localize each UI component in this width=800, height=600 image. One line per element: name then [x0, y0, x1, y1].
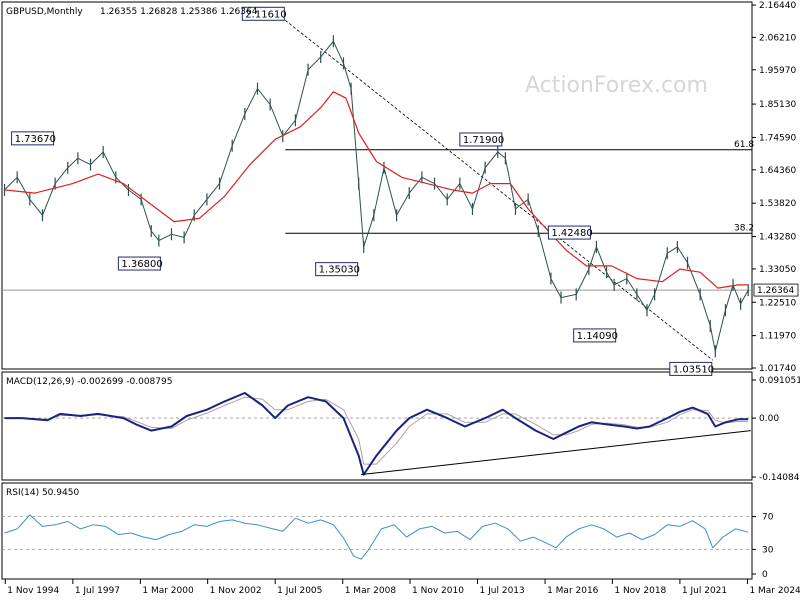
- macd-line: [4, 392, 749, 476]
- macd-y-tick-label: 0.091051: [759, 376, 800, 386]
- price-label-box: [11, 131, 55, 146]
- price-label: 1.03510: [673, 364, 714, 375]
- price-label: 1.35030: [319, 265, 360, 276]
- price-y-tick-label: 2.16440: [759, 1, 796, 11]
- price-label-box: [669, 361, 713, 376]
- macd-y-tick-label: -0.140843: [759, 473, 800, 483]
- price-y-tick-label: 1.95970: [759, 66, 796, 76]
- x-axis: 1 Nov 1994 1 Jul 1997 1 Mar 2000 1 Nov 2002…: [4, 579, 800, 596]
- x-tick-label: 1 Mar 2024: [749, 586, 800, 596]
- x-tick-label: 1 Nov 2018: [614, 586, 666, 596]
- price-label-box: [459, 132, 503, 147]
- price-panel-frame: [1, 1, 753, 370]
- rsi-y-tick-label: 0: [762, 570, 768, 580]
- macd-y-tick-label: 0.00: [759, 414, 779, 424]
- x-tick-label: 1 Jul 2005: [277, 586, 322, 596]
- x-tick-label: 1 Mar 2000: [142, 586, 194, 596]
- current-price-label: 1.26364: [757, 286, 794, 296]
- price-label: 1.42480: [551, 228, 592, 239]
- macd-panel: 0.091051 0.00 -0.140843: [2, 376, 800, 483]
- rsi-line: [4, 514, 749, 560]
- x-tick-label: 1 Nov 1994: [7, 586, 59, 596]
- fib-level-label: 38.2: [734, 223, 754, 233]
- x-tick-label: 1 Nov 2010: [412, 586, 464, 596]
- x-tick-label: 1 Jul 2021: [682, 586, 727, 596]
- price-y-tick-label: 1.43280: [759, 233, 796, 243]
- price-y-tick-label: 1.33050: [759, 265, 796, 275]
- x-tick-label: 1 Jul 2013: [480, 586, 525, 596]
- moving-average-line: [4, 91, 749, 289]
- rsi-panel-frame: [1, 482, 753, 580]
- price-y-tick-label: 1.53820: [759, 199, 796, 209]
- x-tick-label: 1 Mar 2016: [547, 586, 599, 596]
- price-label: 1.71900: [463, 135, 504, 146]
- macd-panel-frame: [1, 371, 753, 481]
- price-y-tick-label: 1.22510: [759, 298, 796, 308]
- price-label: 2.11610: [245, 9, 286, 20]
- current-price-box: [753, 283, 799, 297]
- rsi-y-tick-label: 70: [762, 513, 774, 523]
- price-label: 1.73670: [15, 134, 56, 145]
- price-y-tick-label: 1.64360: [759, 166, 796, 176]
- price-label: 1.14090: [577, 331, 618, 342]
- price-y-tick-label: 1.01740: [759, 364, 796, 374]
- watermark: ActionForex.com: [525, 73, 708, 98]
- price-label-box: [241, 6, 285, 21]
- rsi-title: RSI(14) 50.9450: [6, 488, 79, 498]
- price-y-tick-label: 2.06210: [759, 33, 796, 43]
- x-tick-label: 1 Jul 1997: [75, 586, 120, 596]
- price-trendline: [285, 20, 714, 361]
- macd-title: MACD(12,26,9) -0.002699 -0.008795: [6, 377, 172, 387]
- x-tick-label: 1 Mar 2008: [345, 586, 397, 596]
- rsi-y-tick-label: 30: [762, 545, 774, 555]
- price-series-line: [4, 40, 749, 352]
- price-panel: 2.16440 2.06210 1.95970 1.85130 1.74590 1.643…: [2, 1, 799, 376]
- chart-ohlc: 1.26355 1.26828 1.25386 1.26364: [100, 7, 258, 17]
- rsi-panel: 70 30 0: [2, 513, 774, 580]
- price-y-tick-label: 1.74590: [759, 133, 796, 143]
- price-label-box: [315, 262, 359, 277]
- price-y-tick-label: 1.11970: [759, 332, 796, 342]
- macd-signal-line: [4, 396, 749, 465]
- fib-level-label: 61.8: [734, 140, 754, 150]
- chart-symbol: GBPUSD,Monthly: [6, 7, 83, 17]
- macd-trendline: [361, 430, 751, 476]
- price-y-tick-label: 1.85130: [759, 100, 796, 110]
- price-label: 1.36800: [121, 259, 162, 270]
- price-label-box: [547, 225, 591, 240]
- price-label-box: [573, 328, 617, 343]
- x-tick-label: 1 Nov 2002: [210, 586, 262, 596]
- price-label-box: [117, 256, 161, 271]
